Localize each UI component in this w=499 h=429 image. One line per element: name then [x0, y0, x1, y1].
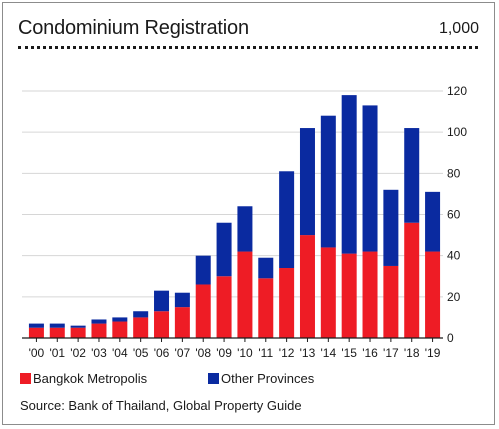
bar-bangkok-7: [174, 307, 190, 338]
y-tick-label: 120: [447, 84, 467, 98]
x-tick-label: '16: [362, 346, 378, 360]
legend-label-provinces: Other Provinces: [221, 371, 315, 386]
bar-bangkok-13: [299, 235, 315, 338]
y-tick-label: 40: [447, 249, 461, 263]
bar-provinces-2: [70, 325, 86, 328]
bar-bangkok-11: [258, 278, 274, 338]
x-tick-label: '09: [216, 346, 232, 360]
legend-item-provinces: Other Provinces: [208, 371, 314, 386]
x-tick-label: '10: [237, 346, 253, 360]
chart-title: Condominium Registration: [18, 17, 249, 39]
bar-provinces-9: [216, 222, 232, 277]
legend-item-bangkok: Bangkok Metropolis: [20, 371, 147, 386]
x-tick-label: '12: [279, 346, 295, 360]
y-tick-label: 80: [447, 166, 461, 180]
x-tick-label: '14: [321, 346, 337, 360]
gridlines: [22, 90, 443, 298]
bar-provinces-16: [362, 105, 378, 252]
x-tick-label: '13: [300, 346, 316, 360]
x-tick-label: '03: [91, 346, 107, 360]
bar-provinces-12: [279, 171, 295, 269]
x-tick-label: '18: [404, 346, 420, 360]
bar-bangkok-3: [91, 323, 107, 338]
x-tick-label: '17: [383, 346, 399, 360]
bar-bangkok-9: [216, 276, 232, 338]
y-tick-label: 0: [447, 331, 454, 345]
bar-provinces-5: [133, 311, 149, 318]
y-tick-label: 20: [447, 290, 461, 304]
bar-bangkok-12: [279, 268, 295, 338]
bar-provinces-15: [341, 95, 357, 254]
x-tick-label: '00: [29, 346, 45, 360]
source-note: Source: Bank of Thailand, Global Propert…: [20, 398, 302, 413]
legend-label-bangkok: Bangkok Metropolis: [33, 371, 148, 386]
bar-provinces-7: [174, 292, 190, 308]
x-tick-label: '01: [49, 346, 65, 360]
bar-bangkok-2: [70, 327, 86, 338]
bar-provinces-1: [49, 323, 65, 328]
bar-bangkok-5: [133, 317, 149, 338]
x-tick-label: '07: [175, 346, 191, 360]
x-tick-label: '02: [70, 346, 86, 360]
legend-swatch-provinces: [208, 373, 219, 384]
x-tick-label: '19: [425, 346, 441, 360]
y-tick-label: 100: [447, 125, 467, 139]
bar-provinces-6: [154, 290, 170, 312]
bar-provinces-3: [91, 319, 107, 324]
title-divider: [18, 46, 478, 49]
bar-bangkok-10: [237, 251, 253, 338]
bar-provinces-19: [425, 191, 441, 252]
bar-bangkok-8: [195, 284, 211, 338]
bar-bangkok-16: [362, 251, 378, 338]
bar-bangkok-19: [425, 251, 441, 338]
x-tick-label: '05: [133, 346, 149, 360]
bar-provinces-10: [237, 206, 253, 252]
bar-provinces-13: [299, 128, 315, 236]
x-tick-label: '08: [195, 346, 211, 360]
bar-provinces-0: [28, 323, 44, 328]
unit-label: 1,000: [438, 20, 479, 37]
bars: [28, 95, 441, 338]
x-tick-label: '11: [258, 346, 273, 360]
bar-bangkok-14: [320, 247, 336, 338]
bar-provinces-17: [383, 189, 399, 266]
x-tick-label: '15: [341, 346, 357, 360]
bar-bangkok-6: [154, 311, 170, 338]
bar-bangkok-4: [112, 321, 128, 338]
bar-bangkok-17: [383, 265, 399, 338]
legend-swatch-bangkok: [20, 373, 31, 384]
x-tick-label: '04: [112, 346, 128, 360]
bar-provinces-11: [258, 257, 274, 279]
bar-bangkok-15: [341, 253, 357, 338]
bar-bangkok-0: [28, 327, 44, 338]
bar-bangkok-1: [49, 327, 65, 338]
bar-provinces-18: [404, 128, 420, 223]
bar-bangkok-18: [404, 222, 420, 338]
bar-provinces-14: [320, 115, 336, 248]
bar-provinces-4: [112, 317, 128, 322]
y-tick-label: 60: [447, 208, 461, 222]
x-tick-label: '06: [154, 346, 170, 360]
axes: 0 20 40 60 80 100 120 '00 '01 '02 '03 '04 '05 '06 '07 '…: [22, 84, 467, 360]
bar-provinces-8: [195, 255, 211, 285]
